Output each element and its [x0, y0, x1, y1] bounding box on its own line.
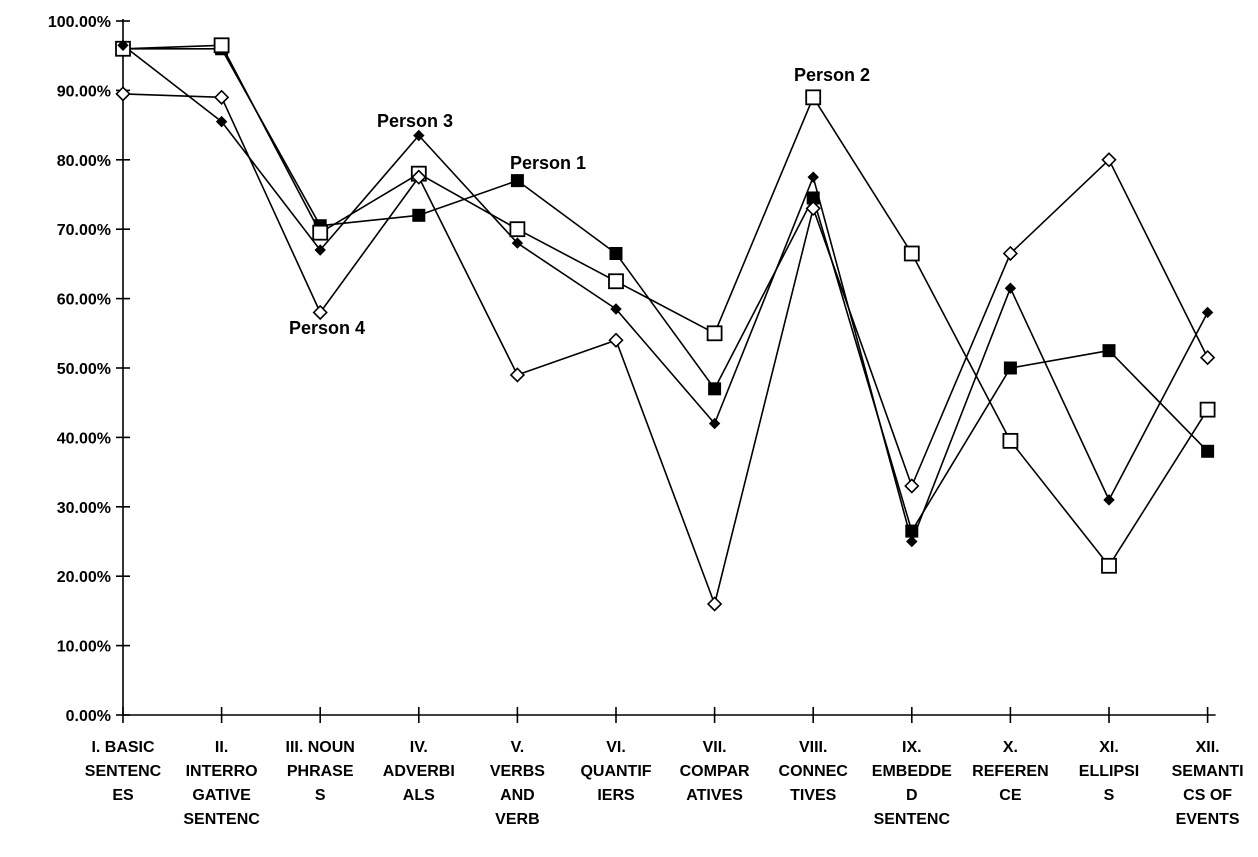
- y-tick-label: 100.00%: [48, 14, 111, 31]
- x-tick-label: I. BASIC SENTENC ES: [85, 739, 162, 804]
- data-point-person-4: [608, 332, 624, 348]
- annotation-person-2: Person 2: [794, 65, 870, 85]
- y-tick-label: 80.00%: [57, 153, 111, 170]
- data-point-person-3: [1004, 282, 1017, 294]
- x-tick-label: III. NOUN PHRASE S: [286, 739, 355, 804]
- series-line-person-1: [123, 47, 1209, 532]
- y-tick-label: 30.00%: [57, 500, 111, 517]
- y-tick-label: 0.00%: [66, 708, 111, 725]
- y-tick-label: 50.00%: [57, 361, 111, 378]
- data-point-person-4: [509, 367, 526, 383]
- x-tick-label: XI. ELLIPSI S: [1079, 739, 1139, 804]
- data-point-person-2: [706, 325, 723, 342]
- data-point-person-2: [213, 37, 230, 54]
- series-line-person-4: [122, 93, 1209, 605]
- data-point-person-3: [511, 237, 524, 249]
- data-point-person-2: [1101, 557, 1117, 574]
- data-point-person-3: [117, 39, 129, 51]
- data-point-person-4: [904, 478, 920, 494]
- data-point-person-1: [609, 246, 623, 260]
- x-tick-label: V. VERBS AND VERB: [490, 739, 545, 828]
- x-tick-label: XII. SEMANTI CS OF EVENTS: [1172, 739, 1244, 828]
- data-point-person-4: [1002, 245, 1019, 262]
- series-markers: [115, 37, 1216, 612]
- data-point-person-2: [805, 89, 822, 106]
- data-point-person-4: [805, 200, 821, 217]
- y-axis-ticks: 0.00% 10.00% 20.00% 30.00% 40.00% 50.00% 60.00…: [48, 14, 130, 725]
- data-point-person-4: [312, 304, 328, 321]
- x-tick-label: VIII. CONNEC TIVES: [779, 739, 849, 804]
- data-point-person-3: [314, 244, 326, 256]
- x-tick-label: VI. QUANTIF IERS: [580, 739, 651, 804]
- x-tick-label: II. INTERRO GATIVE SENTENC: [183, 739, 260, 828]
- y-tick-label: 40.00%: [57, 430, 111, 447]
- y-tick-label: 20.00%: [57, 569, 111, 586]
- data-point-person-1: [708, 382, 722, 396]
- annotations: Person 1 Person 2 Person 3 Person 4: [289, 65, 870, 338]
- data-point-person-2: [1002, 432, 1019, 449]
- data-point-person-3: [1201, 306, 1214, 319]
- annotation-person-3: Person 3: [377, 111, 453, 131]
- x-axis-ticks: I. BASIC SENTENC ES II. INTERRO GATIVE SENTENC…: [85, 707, 1244, 828]
- data-point-person-1: [1102, 344, 1116, 358]
- data-point-person-3: [1103, 494, 1115, 506]
- data-point-person-2: [509, 221, 526, 238]
- y-tick-label: 70.00%: [57, 222, 111, 239]
- data-point-person-4: [115, 86, 131, 102]
- data-point-person-1: [1201, 444, 1215, 458]
- x-tick-label: X. REFEREN CE: [972, 739, 1048, 804]
- x-tick-label: IX. EMBEDDE D SENTENC: [872, 739, 952, 828]
- data-point-person-1: [510, 174, 524, 188]
- x-tick-label: IV. ADVERBI ALS: [383, 739, 455, 804]
- data-point-person-1: [1003, 361, 1017, 375]
- data-point-person-4: [1101, 152, 1117, 168]
- axes: [122, 19, 1216, 716]
- data-point-person-2: [608, 273, 624, 290]
- data-point-person-4: [706, 596, 723, 612]
- x-tick-label: VII. COMPAR ATIVES: [680, 739, 750, 804]
- y-tick-label: 90.00%: [57, 83, 111, 100]
- data-point-person-3: [708, 417, 721, 430]
- data-point-person-2: [903, 245, 920, 262]
- data-point-person-4: [1199, 349, 1216, 366]
- data-point-person-3: [906, 535, 918, 548]
- data-point-person-3: [413, 129, 425, 142]
- data-point-person-3: [807, 171, 819, 183]
- annotation-person-4: Person 4: [289, 318, 365, 338]
- data-point-person-1: [412, 208, 426, 222]
- y-tick-label: 10.00%: [57, 639, 111, 656]
- data-point-person-4: [411, 169, 427, 185]
- data-point-person-1: [905, 524, 919, 538]
- data-point-person-3: [215, 115, 228, 128]
- annotation-person-1: Person 1: [510, 153, 586, 173]
- series-lines: [122, 44, 1209, 605]
- series-line-person-3: [122, 44, 1209, 543]
- data-point-person-3: [610, 303, 622, 315]
- data-point-person-2: [312, 224, 329, 241]
- y-tick-label: 60.00%: [57, 292, 111, 309]
- data-point-person-2: [1199, 401, 1216, 418]
- series-line-person-2: [122, 44, 1209, 567]
- data-point-person-4: [213, 89, 230, 105]
